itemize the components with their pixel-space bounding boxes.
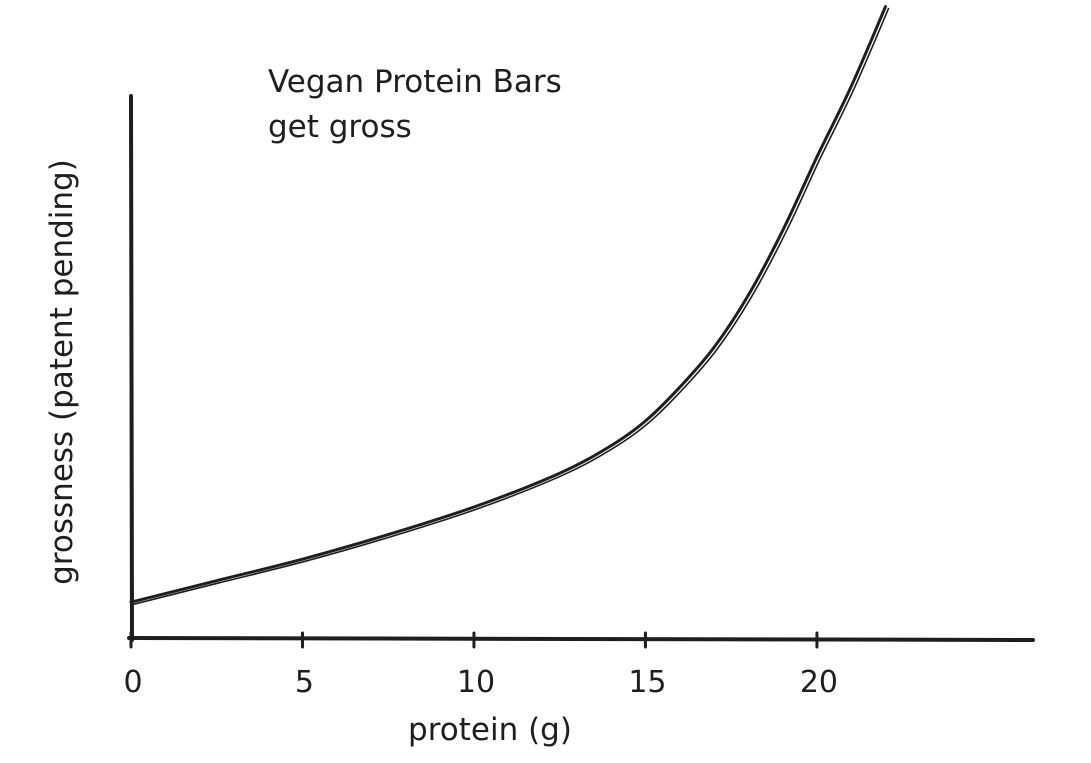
series-line-sketch-stroke-0	[133, 7, 890, 605]
chart-title-line-2: get gross	[268, 109, 412, 145]
x-axis-ticks	[129, 631, 819, 649]
y-axis-label: grossness (patent pending)	[44, 159, 80, 585]
x-tick-label-15: 15	[628, 665, 666, 700]
x-axis	[127, 636, 1035, 642]
x-tick-label-5: 5	[295, 665, 314, 700]
y-axis	[129, 94, 134, 642]
x-tick-label-20: 20	[800, 665, 838, 700]
chart-title: Vegan Protein Bars get gross	[268, 64, 562, 145]
series-line-0	[129, 5, 887, 604]
series	[129, 5, 890, 605]
chart-title-line-1: Vegan Protein Bars	[268, 64, 562, 100]
x-tick-label-0: 0	[123, 665, 142, 700]
x-axis-label: protein (g)	[408, 712, 572, 748]
x-tick-label-10: 10	[457, 665, 495, 700]
x-axis-tick-labels: 0 5 10 15 20	[123, 665, 838, 700]
